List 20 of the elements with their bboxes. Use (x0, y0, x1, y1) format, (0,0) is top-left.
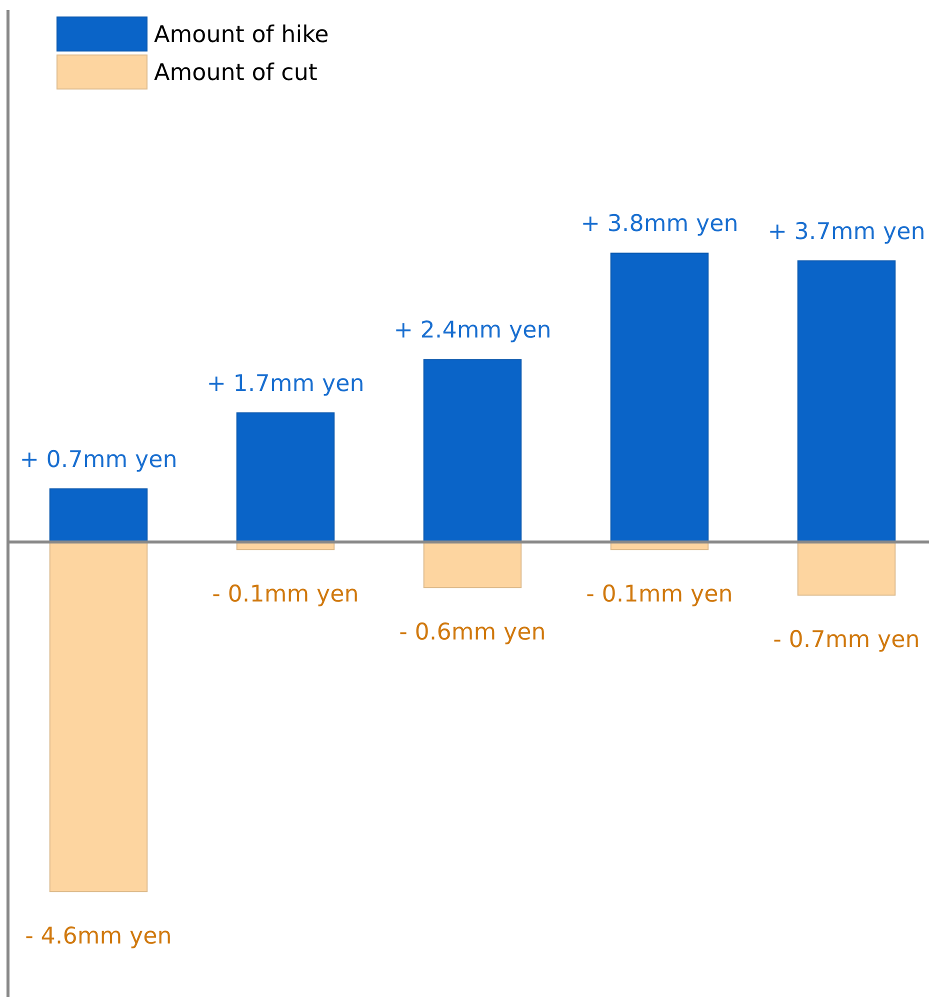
bar (423, 542, 522, 588)
data-label: + 2.4mm yen (394, 318, 552, 344)
data-label: - 4.6mm yen (25, 924, 172, 950)
bar (49, 488, 148, 542)
data-label: + 1.7mm yen (206, 370, 364, 397)
data-label: - 0.6mm yen (399, 620, 546, 646)
data-label: + 0.7mm yen (20, 446, 178, 473)
data-label: - 0.1mm yen (212, 582, 359, 608)
bar (423, 359, 522, 542)
legend-label: Amount of hike (154, 22, 329, 48)
bar (610, 252, 709, 542)
legend-label: Amount of cut (154, 60, 318, 86)
bar (797, 260, 896, 542)
bar (797, 542, 896, 596)
data-label: - 0.7mm yen (773, 627, 920, 654)
bar (49, 542, 148, 892)
data-label: + 3.8mm yen (580, 211, 738, 238)
data-label: - 0.1mm yen (586, 582, 733, 608)
data-label: + 3.7mm yen (768, 218, 926, 245)
bar (236, 412, 335, 542)
